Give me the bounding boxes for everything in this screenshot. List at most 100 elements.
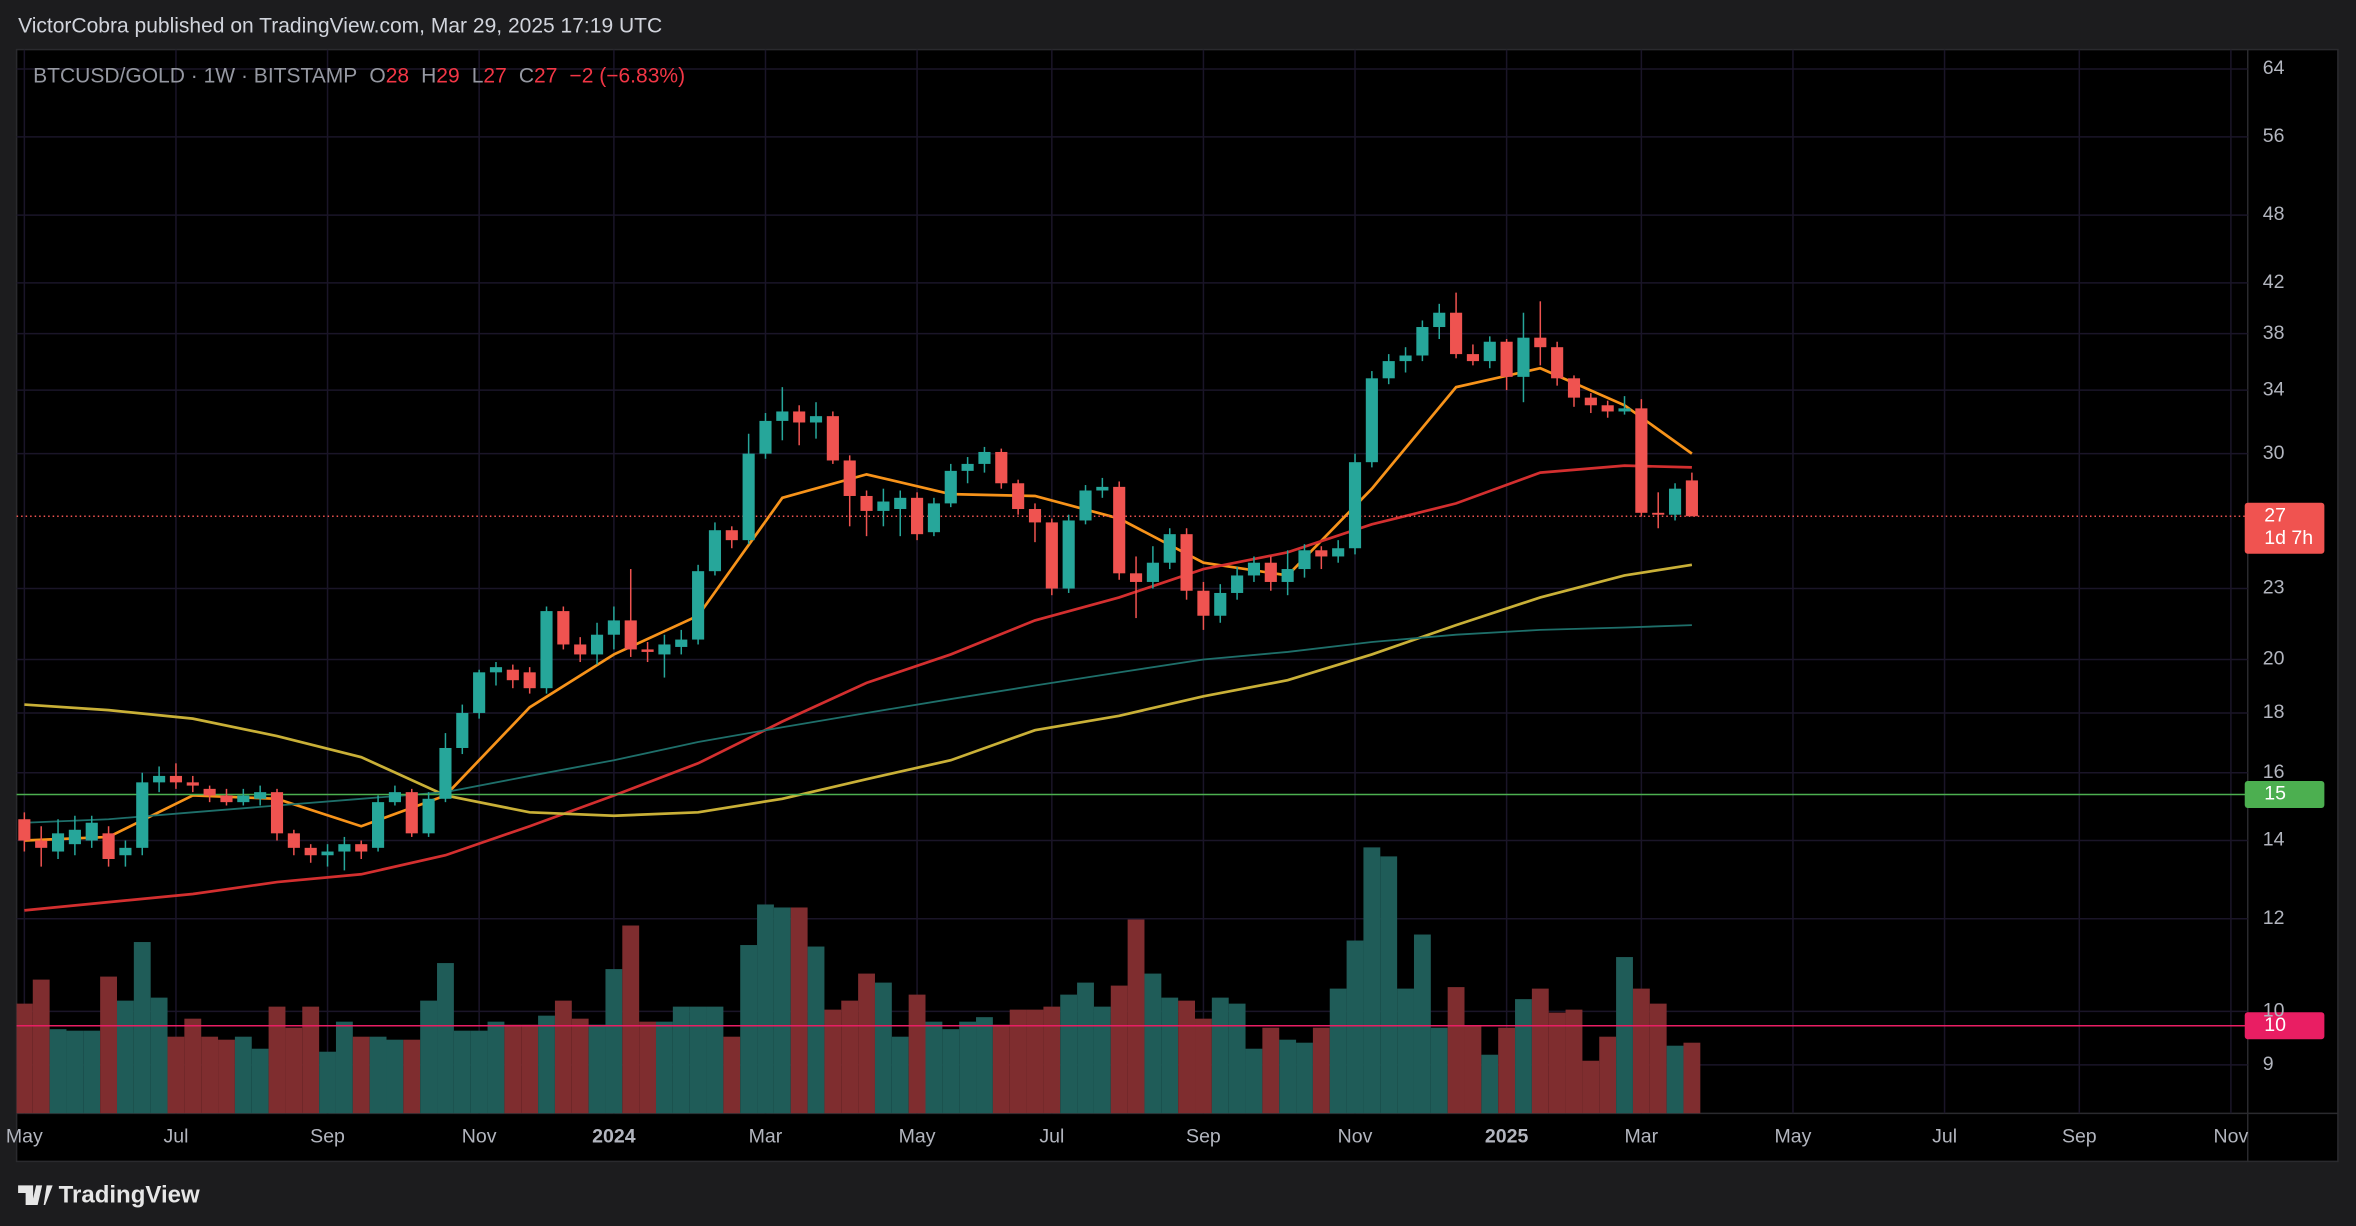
y-tick-label: 14 [2263,829,2285,851]
volume-bar [234,1036,252,1114]
volume-bar [285,1027,303,1114]
x-tick-label: 2025 [1485,1126,1529,1148]
candle-body [843,460,856,496]
candle-body [1450,312,1463,355]
price-label: 15 [2264,783,2286,805]
candle-body [826,416,839,461]
grid [16,49,2248,1114]
x-tick-label: Mar [749,1126,783,1148]
candle-body [1567,378,1581,398]
y-tick-label: 23 [2263,577,2285,599]
volume-bar [1279,1039,1297,1114]
volume-bar [487,1021,505,1114]
volume-bar [689,1006,707,1114]
candle-body [153,775,166,783]
tradingview-logo: TradingView [18,1181,200,1208]
candle-body [759,420,772,454]
candle-body [338,844,351,852]
candle-body [372,802,385,848]
volume-bar [1127,919,1145,1114]
candle-body [1079,490,1092,521]
volume-bar [1632,988,1650,1114]
legend-value: 27 [534,64,557,87]
candle-body [51,833,65,852]
volume-bar [874,982,892,1114]
candle-body [1197,590,1210,616]
candle-body [237,795,250,803]
legend-change: −2 (−6.83%) [569,64,685,87]
legend-value: 29 [436,64,459,87]
volume-bar [268,1006,286,1114]
candle-body [439,747,452,799]
candle-body [35,840,48,848]
volume-bar [1363,847,1381,1114]
volume-bar [1464,1026,1482,1114]
candle-body [119,847,132,856]
volume-bar [1178,1000,1196,1114]
candle-body [220,795,233,803]
candle-body [894,497,907,510]
volume-bar [1312,1027,1330,1114]
volume-bar [403,1039,421,1114]
price-label-box [2244,780,2325,808]
volume-bar [605,969,623,1114]
y-tick-label: 48 [2263,203,2285,225]
volume-bar [1548,1012,1566,1114]
volume-bar [1599,1036,1617,1114]
candle-body [68,829,81,845]
volume-bar [1161,997,1179,1114]
legend-key: H [421,64,436,87]
publish-header: VictorCobra published on TradingView.com… [18,15,662,38]
volume-bar [976,1017,993,1114]
candle-body [1584,397,1597,406]
x-tick-label: Jul [163,1126,188,1148]
volume-bar [1009,1009,1027,1114]
volume-bar [1430,1027,1448,1114]
volume-bar [335,1021,353,1114]
candle-body [742,453,755,541]
candle-body [489,667,503,673]
candle-body [1551,347,1564,379]
volume-bar [167,1036,185,1114]
volume-bar [32,979,50,1114]
volume-bar [1683,1042,1701,1114]
volume-bar [655,1021,673,1114]
x-tick-label: Nov [1338,1126,1373,1148]
volume-bar [100,976,117,1114]
candle-body [607,620,620,635]
volume-bar [1481,1054,1499,1114]
candle-body [1601,405,1614,412]
candle-body [995,451,1008,484]
x-tick-label: May [899,1126,936,1148]
volume-bar [1043,1006,1061,1114]
candle-body [809,416,823,423]
volume-bar [66,1030,84,1114]
candle-body [944,470,957,504]
candle-body [1534,337,1547,348]
y-tick-label: 30 [2263,442,2285,464]
candle-body [304,847,317,856]
volume-bar [723,1036,741,1114]
candle-body [658,644,671,655]
candle-body [1146,562,1159,582]
volume-bar [588,1024,606,1114]
candle-body [254,792,267,799]
candle-body [1668,488,1682,515]
candle-body [1028,509,1042,523]
x-tick-label: Jul [1932,1126,1957,1148]
volume-bar [1211,997,1229,1114]
candles [18,292,1698,871]
candle-body [574,644,587,655]
volume-bar [319,1051,336,1114]
candle-body [1500,341,1513,377]
x-tick-label: May [1775,1126,1812,1148]
volume-bar [1093,1006,1111,1114]
legend-key: O [369,64,385,87]
price-label: 27 [2264,504,2286,526]
volume-bar [1245,1048,1263,1114]
volume-bar [83,1030,101,1114]
candle-body [186,782,199,786]
candle-body [85,822,98,841]
candle-body [1113,486,1126,574]
